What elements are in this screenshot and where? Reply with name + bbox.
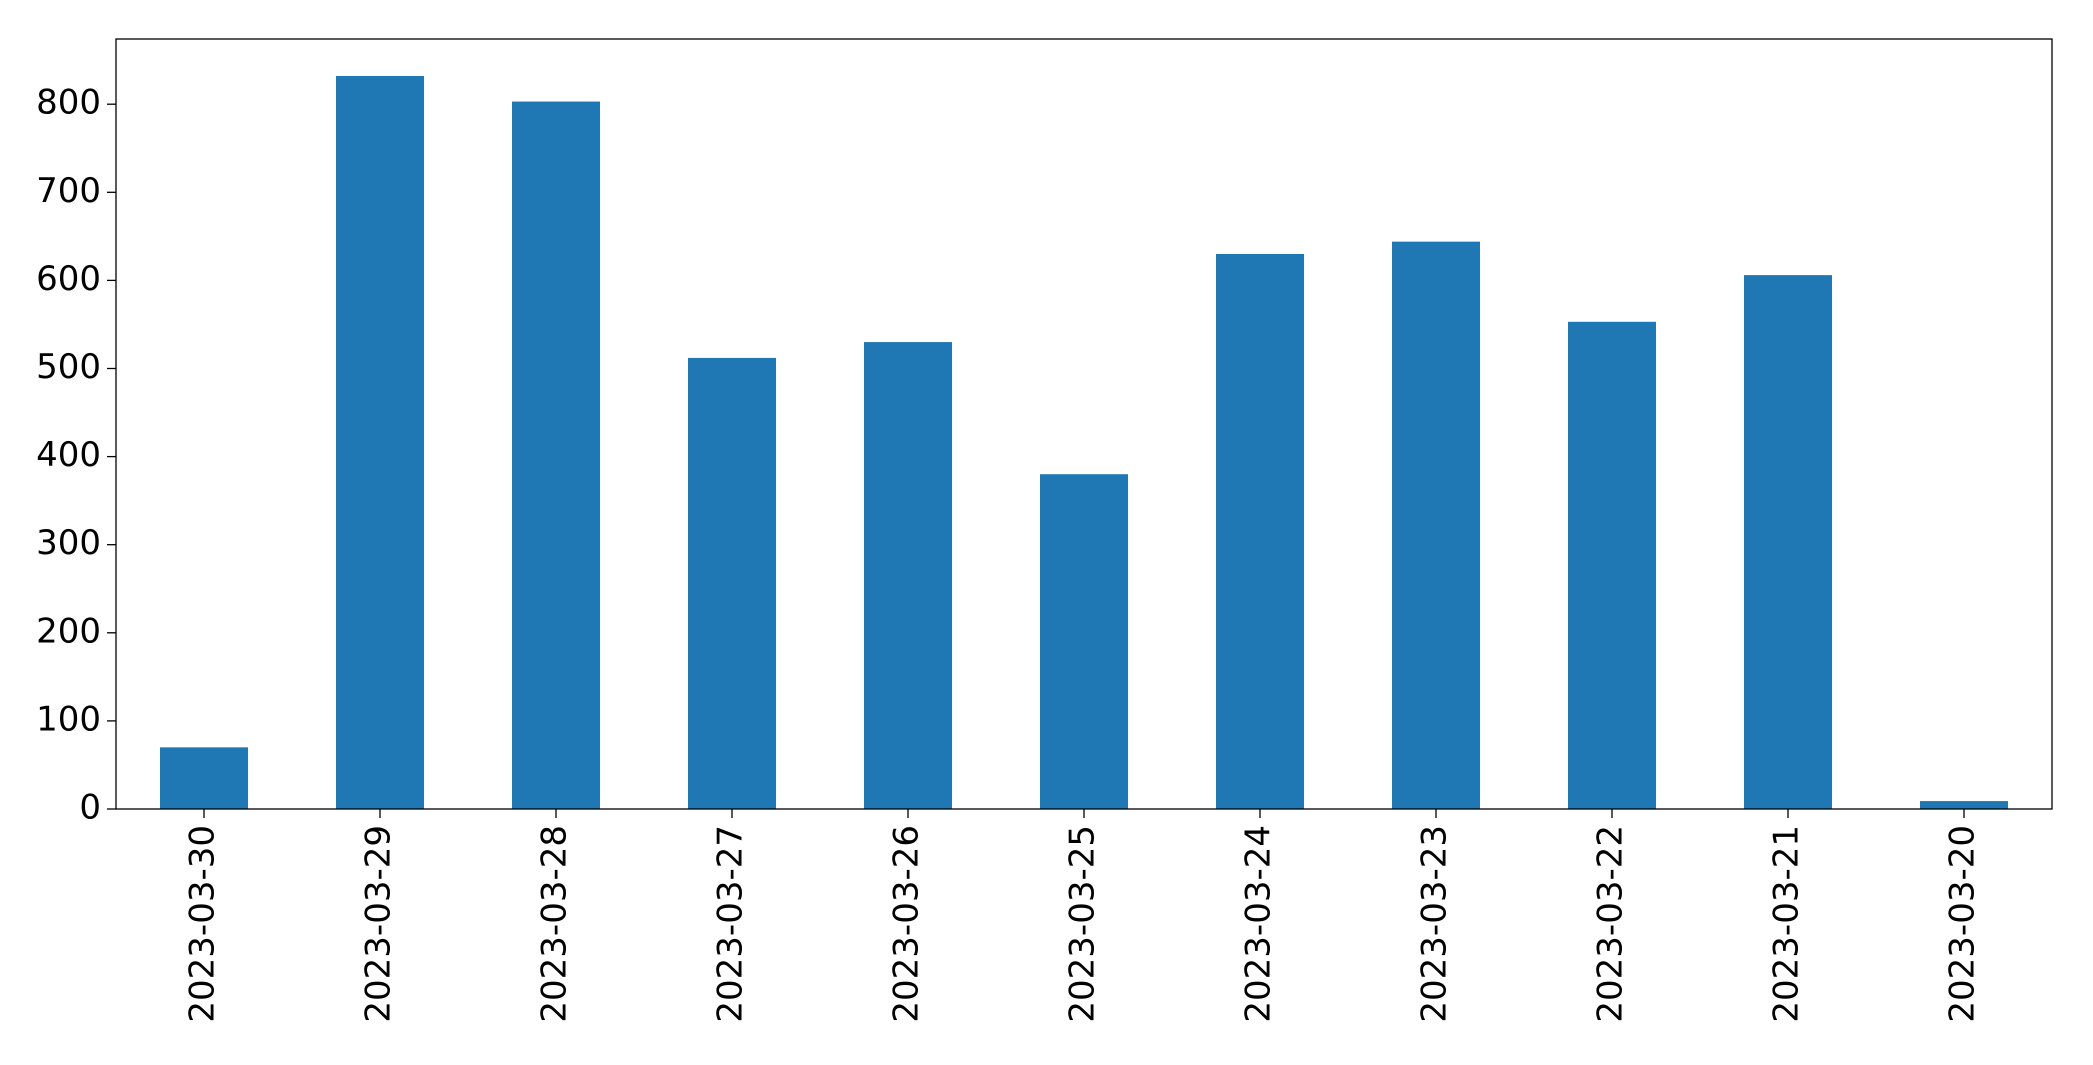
plot-frame [115,38,2053,810]
y-tick-label: 200 [36,611,101,651]
y-tick-label: 0 [79,788,101,828]
bar [688,357,776,809]
bar [1920,801,2008,809]
bar [1568,321,1656,809]
bar [512,101,600,809]
x-tick-label: 2023-03-21 [1767,825,1807,1023]
x-tick-label: 2023-03-22 [1591,825,1631,1023]
y-tick-label: 800 [36,83,101,123]
bar [1744,275,1832,809]
y-tick-label: 500 [36,347,101,387]
y-tick-label: 400 [36,435,101,475]
bar [1040,474,1128,809]
x-tick-label: 2023-03-25 [1063,825,1103,1023]
bar [336,76,424,809]
x-tick-label: 2023-03-28 [535,825,575,1023]
x-tick-label: 2023-03-23 [1415,825,1455,1023]
x-tick-label: 2023-03-29 [359,825,399,1023]
bar [1392,241,1480,809]
x-tick-label: 2023-03-20 [1943,825,1983,1023]
y-tick-label: 700 [36,171,101,211]
y-tick-label: 600 [36,259,101,299]
x-tick-label: 2023-03-27 [711,825,751,1023]
y-tick-label: 300 [36,523,101,563]
bar [160,747,248,809]
y-tick-label: 100 [36,699,101,739]
x-tick-label: 2023-03-26 [887,825,927,1023]
bar [1216,253,1304,809]
x-tick-label: 2023-03-30 [183,825,223,1023]
x-tick-label: 2023-03-24 [1239,825,1279,1023]
bar [864,342,952,809]
